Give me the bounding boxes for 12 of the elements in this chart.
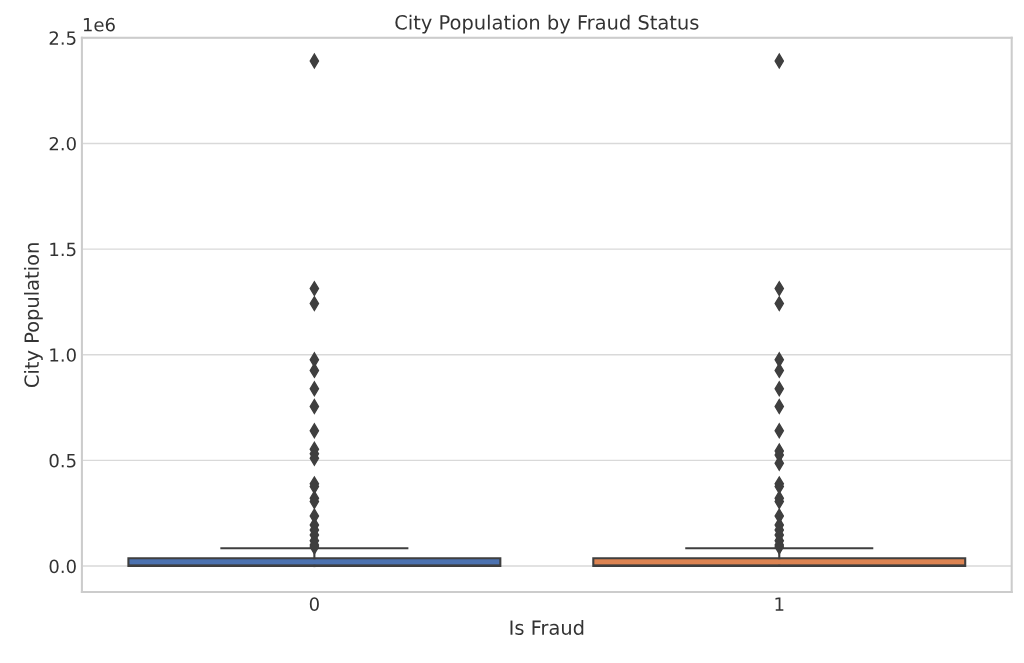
y-tick-label: 1.5 [50,242,76,257]
y-tick-label: 2.5 [49,31,76,45]
y-tick-label: 1.0 [50,348,76,362]
y-tick-label: 0.5 [49,453,76,468]
y-axis-title: City Population [23,243,43,388]
y-tick-label: 2.0 [49,136,76,151]
x-tick-label: 1 [775,597,784,611]
text: 1e6 [83,17,115,32]
chart-title: City Population by Fraud Status [395,14,699,34]
x-tick-label: 0 [309,597,319,611]
x-axis-title: Is Fraud [510,619,584,635]
y-tick-label: 0.0 [49,559,76,574]
